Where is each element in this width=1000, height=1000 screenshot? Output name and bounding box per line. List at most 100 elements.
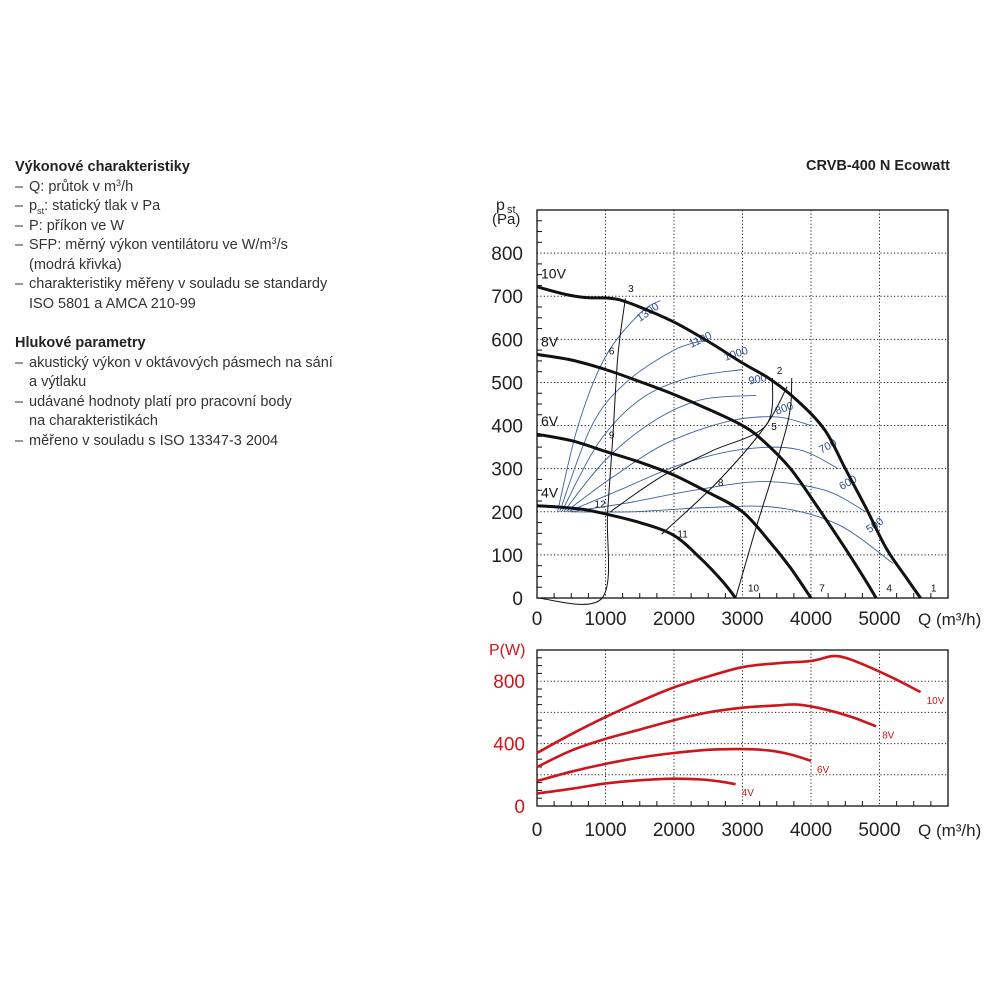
operating-point-label: 6	[609, 346, 615, 357]
list-item-pre: Q: průtok v m	[29, 178, 117, 195]
sfp-curve-label: 800	[774, 400, 795, 418]
operating-point-label: 9	[609, 430, 615, 441]
y-axis-label: P(W)	[489, 642, 525, 659]
operating-point-label: 5	[771, 422, 777, 433]
section-title-performance: Výkonové charakteristiky	[15, 159, 190, 175]
list-item-pre: udávané hodnoty platí pro pracovní body	[29, 393, 292, 410]
system-curve	[735, 378, 793, 599]
list-item: a výtlaku	[15, 373, 395, 393]
list-item: Q: průtok v m3/h	[15, 178, 395, 198]
list-item: pst: statický tlak v Pa	[15, 197, 395, 217]
list-item: charakteristiky měřeny v souladu se stan…	[15, 275, 395, 295]
list-item-pre: (modrá křivka)	[29, 256, 122, 273]
system-curve	[610, 378, 774, 513]
list-item-post: /h	[121, 178, 134, 195]
fan-curve-8V	[536, 352, 878, 599]
system-curve	[661, 386, 788, 535]
y-tick-label: 200	[491, 503, 523, 524]
operating-point-label: 3	[628, 284, 634, 295]
x-tick-label: 2000	[653, 609, 695, 630]
x-tick-label: 3000	[721, 820, 763, 841]
operating-point-label: 2	[777, 366, 783, 377]
y-axis-label: p	[496, 197, 505, 214]
x-tick-label: 3000	[721, 609, 763, 630]
list-item-pre: ISO 5801 a AMCA 210-99	[29, 295, 196, 312]
sfp-curve	[559, 338, 709, 512]
list-item-sub: st	[37, 205, 45, 216]
operating-point-label: 8	[718, 478, 724, 489]
sfp-curve-label: 1300	[635, 301, 662, 325]
y-axis-label-sub: st	[507, 204, 516, 216]
fan-curve-4V	[536, 504, 737, 599]
power-chart: 0 400 800 0 1000 2000 3000 4000 5000 Q (m³/h) P(W)…	[489, 642, 981, 841]
x-tick-label: 0	[532, 820, 543, 841]
operating-point-label: 4	[886, 584, 892, 595]
x-axis-label: Q (m³/h)	[918, 821, 981, 840]
sfp-curve	[561, 369, 743, 513]
y-tick-label: 100	[491, 546, 523, 567]
power-curve-8V	[536, 703, 877, 769]
noise-list: akustický výkon v oktávových pásmech na …	[15, 354, 395, 452]
pressure-chart: 0 100 200 300 400 500 600 700 800 0 1000 2000 3000 40…	[491, 197, 981, 630]
operating-point-label: 7	[819, 584, 825, 595]
power-curve-label: 4V	[742, 788, 755, 799]
list-item: na charakteristikách	[15, 412, 395, 432]
sfp-curve	[571, 505, 894, 564]
power-curve-4V	[536, 777, 736, 795]
list-item: P: příkon ve W	[15, 217, 395, 237]
x-tick-label: 1000	[584, 820, 626, 841]
list-item-sup: 3	[116, 177, 122, 188]
fan-curve-label: 8V	[541, 333, 559, 349]
model-title: CRVB-400 N Ecowatt	[806, 158, 950, 174]
y-tick-label: 400	[493, 735, 525, 756]
y-tick-label: 0	[514, 797, 525, 818]
fan-curve-label: 4V	[541, 485, 559, 501]
x-tick-label: 4000	[790, 820, 832, 841]
y-tick-label: 400	[491, 417, 523, 438]
power-curve-label: 8V	[882, 730, 895, 741]
performance-list: Q: průtok v m3/hpst: statický tlak v PaP…	[15, 178, 395, 315]
sfp-curve	[569, 481, 867, 513]
operating-point-label: 11	[677, 530, 688, 541]
fan-curve-6V	[536, 432, 813, 599]
system-curve	[536, 298, 626, 605]
power-curve-label: 10V	[927, 696, 945, 707]
list-item: měřeno v souladu s ISO 13347-3 2004	[15, 432, 395, 452]
fan-curve-label: 10V	[541, 266, 567, 282]
sfp-curve	[567, 446, 839, 513]
sfp-curve	[563, 394, 757, 513]
y-tick-label: 600	[491, 330, 523, 351]
x-tick-label: 5000	[858, 609, 900, 630]
list-item-post: : statický tlak v Pa	[44, 198, 161, 214]
list-item-post: /s	[276, 237, 288, 253]
y-axis-unit: (Pa)	[492, 211, 520, 228]
description-panel: Výkonové charakteristiky Q: průtok v m3/…	[15, 158, 395, 451]
list-item-pre: p	[29, 198, 38, 214]
x-tick-label: 1000	[584, 609, 626, 630]
y-tick-label: 0	[512, 589, 523, 610]
list-item-pre: na charakteristikách	[29, 413, 158, 429]
fan-curve-label: 6V	[541, 413, 559, 429]
list-item-pre: měřeno v souladu s ISO 13347-3 2004	[29, 432, 279, 449]
y-tick-label: 500	[491, 373, 523, 394]
x-tick-label: 4000	[790, 609, 832, 630]
power-curve-label: 6V	[817, 765, 830, 776]
y-tick-label: 300	[491, 460, 523, 481]
x-tick-label: 0	[532, 609, 543, 630]
x-tick-label: 5000	[858, 820, 900, 841]
list-item-pre: charakteristiky měřeny v souladu se stan…	[29, 276, 328, 292]
list-item: (modrá křivka)	[15, 256, 395, 276]
list-item-sup: 3	[271, 236, 277, 246]
operating-point-label: 10	[748, 584, 760, 595]
operating-point-label: 1	[931, 584, 937, 595]
fan-curve-10V	[536, 285, 922, 599]
list-item-pre: a výtlaku	[29, 374, 87, 390]
y-tick-label: 800	[493, 672, 525, 693]
list-item: SFP: měrný výkon ventilátoru ve W/m3/s	[15, 236, 395, 256]
power-curve-6V	[536, 747, 812, 783]
list-item: akustický výkon v oktávových pásmech na …	[15, 354, 395, 374]
y-tick-label: 800	[491, 244, 523, 265]
list-item-pre: akustický výkon v oktávových pásmech na …	[29, 354, 333, 371]
y-tick-label: 700	[491, 287, 523, 308]
